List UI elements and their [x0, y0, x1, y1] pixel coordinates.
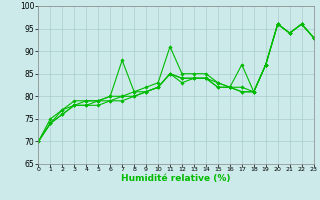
X-axis label: Humidité relative (%): Humidité relative (%)	[121, 174, 231, 183]
